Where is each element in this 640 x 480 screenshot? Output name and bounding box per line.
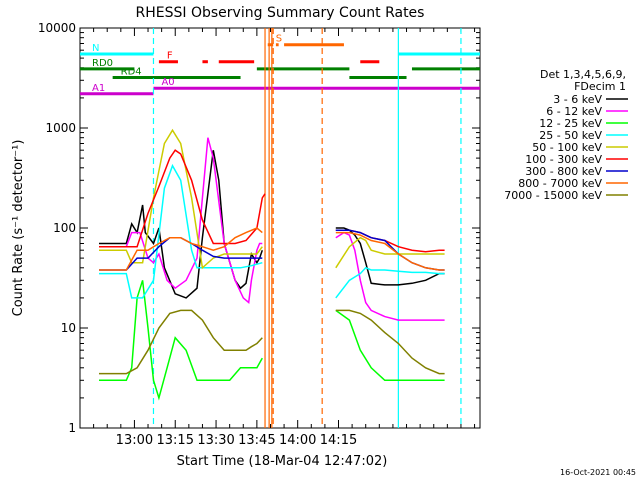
y-tick-label: 1: [68, 421, 76, 435]
state-bar-label: N: [92, 43, 99, 54]
series-line-4-1: [335, 236, 445, 269]
legend-header-line2: FDecim 1: [574, 80, 626, 93]
series-line-7-0: [99, 227, 263, 271]
legend-entry-label: 7000 - 15000 keV: [504, 189, 602, 202]
x-tick-label: 14:00: [279, 433, 316, 448]
series-line-1-1: [335, 231, 445, 321]
series-line-5-0: [99, 149, 266, 248]
legend-entry-label: 300 - 800 keV: [525, 165, 602, 178]
series-line-2-1: [335, 309, 445, 382]
series-line-7-1: [335, 231, 445, 271]
legend-entry-label: 12 - 25 keV: [539, 117, 602, 130]
series-line-1-0: [99, 137, 263, 304]
x-tick-label: 13:30: [197, 433, 234, 448]
legend-entry-label: 25 - 50 keV: [539, 129, 602, 142]
footer-date: 16-Oct-2021 00:45: [560, 468, 636, 477]
x-tick-label: 13:00: [116, 433, 153, 448]
state-bar-label: A1: [92, 83, 105, 94]
x-tick-label: 13:15: [157, 433, 194, 448]
x-tick-label: 14:15: [320, 433, 357, 448]
state-bar-label: RD4: [121, 66, 142, 77]
x-tick-label: 13:45: [238, 433, 275, 448]
legend-entry-label: 3 - 6 keV: [553, 93, 602, 106]
series-line-3-0: [99, 163, 263, 299]
legend-entry-label: 50 - 100 keV: [532, 141, 602, 154]
chart-title: RHESSI Observing Summary Count Rates: [136, 5, 425, 21]
series-line-8-1: [335, 309, 445, 375]
y-tick-label: 1000: [45, 121, 76, 135]
state-bar-label: RD0: [92, 58, 113, 69]
legend-entry-label: 100 - 300 keV: [525, 153, 602, 166]
y-axis: 1 10 100 1000 10000: [38, 21, 480, 435]
state-bar-label: S: [276, 34, 282, 45]
x-axis: 13:00 13:15 13:30 13:45 14:00 14:15: [93, 28, 476, 448]
series-line-3-1: [335, 266, 445, 299]
y-tick-label: 100: [53, 221, 76, 235]
x-axis-label: Start Time (18-Mar-04 12:47:02): [177, 454, 388, 469]
state-bar-label: F: [167, 51, 173, 62]
legend-entry-label: 800 - 7000 keV: [518, 177, 602, 190]
state-bar-label: A0: [161, 77, 174, 88]
vertical-markers: [152, 28, 462, 428]
series-line-8-0: [99, 309, 263, 375]
series-lines: [99, 128, 445, 401]
y-axis-label: Count Rate (s⁻¹ detector⁻¹): [11, 140, 26, 317]
y-tick-label: 10: [61, 321, 76, 335]
series-line-0-0: [99, 150, 264, 299]
series-line-4-0: [99, 128, 263, 270]
y-tick-label: 10000: [38, 21, 76, 35]
legend-header-line1: Det 1,3,4,5,6,9,: [540, 68, 626, 81]
legend-entry-label: 6 - 12 keV: [546, 105, 602, 118]
